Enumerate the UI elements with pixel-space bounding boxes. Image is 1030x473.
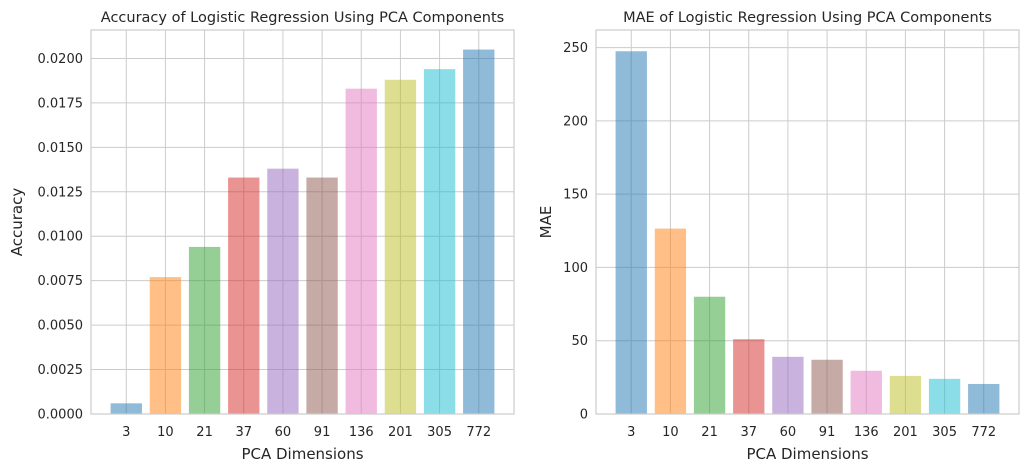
bar-136 bbox=[345, 88, 377, 415]
x-axis-label: PCA Dimensions bbox=[746, 445, 868, 463]
bar-136 bbox=[850, 370, 882, 414]
y-tick-label: 200 bbox=[563, 114, 588, 129]
bar-3 bbox=[615, 51, 647, 415]
y-tick-label: 0.0050 bbox=[38, 319, 84, 334]
y-tick-label: 250 bbox=[563, 41, 588, 56]
chart-title: Accuracy of Logistic Regression Using PC… bbox=[101, 10, 504, 26]
y-tick-label: 0.0200 bbox=[38, 52, 84, 67]
bar-3 bbox=[110, 403, 142, 414]
bar-37 bbox=[228, 177, 260, 414]
bar-91 bbox=[306, 177, 338, 414]
x-tick-label: 772 bbox=[466, 425, 491, 440]
x-tick-label: 136 bbox=[349, 425, 374, 440]
bar-21 bbox=[693, 296, 726, 414]
bar-772 bbox=[968, 383, 1000, 414]
y-tick-label: 0.0150 bbox=[38, 141, 84, 156]
x-tick-label: 772 bbox=[971, 425, 996, 440]
x-tick-label: 3 bbox=[122, 425, 130, 440]
x-tick-label: 136 bbox=[854, 425, 879, 440]
bar-60 bbox=[772, 356, 804, 414]
y-tick-label: 50 bbox=[571, 334, 588, 349]
bar-305 bbox=[423, 69, 456, 414]
x-tick-label: 10 bbox=[157, 425, 174, 440]
x-tick-label: 201 bbox=[893, 425, 918, 440]
x-tick-label: 60 bbox=[275, 425, 292, 440]
x-axis-label: PCA Dimensions bbox=[241, 445, 363, 463]
mae-chart: 0 50 100 150 200 250 3 10 21 37 60 91 136 201 305 772 MA… bbox=[537, 10, 1020, 463]
x-tick-label: 37 bbox=[235, 425, 252, 440]
x-tick-label: 305 bbox=[427, 425, 452, 440]
bar-21 bbox=[188, 246, 221, 414]
bar-201 bbox=[889, 375, 922, 414]
bar-10 bbox=[654, 228, 687, 414]
y-tick-label: 0.0100 bbox=[38, 230, 84, 245]
y-tick-label: 0 bbox=[580, 408, 588, 423]
x-tick-label: 10 bbox=[662, 425, 679, 440]
y-tick-label: 0.0000 bbox=[38, 408, 84, 423]
x-tick-label: 91 bbox=[314, 425, 331, 440]
y-tick-label: 0.0125 bbox=[38, 185, 84, 200]
x-tick-label: 37 bbox=[740, 425, 757, 440]
x-tick-label: 305 bbox=[932, 425, 957, 440]
bar-60 bbox=[267, 168, 299, 414]
x-tick-label: 60 bbox=[780, 425, 797, 440]
x-tick-label: 91 bbox=[819, 425, 836, 440]
accuracy-chart: 0.0000 0.0025 0.0050 0.0075 0.0100 0.0125 0.01… bbox=[8, 10, 515, 463]
y-tick-label: 0.0075 bbox=[38, 274, 84, 289]
bar-305 bbox=[928, 378, 961, 414]
bar-772 bbox=[463, 49, 495, 415]
plot-frame bbox=[595, 29, 1020, 415]
chart-title: MAE of Logistic Regression Using PCA Com… bbox=[623, 10, 992, 26]
x-tick-label: 3 bbox=[627, 425, 635, 440]
plot-frame bbox=[90, 29, 515, 415]
y-tick-label: 0.0025 bbox=[38, 363, 84, 378]
x-tick-label: 21 bbox=[196, 425, 213, 440]
y-tick-label: 150 bbox=[563, 188, 588, 203]
x-tick-label: 201 bbox=[388, 425, 413, 440]
y-axis-label: Accuracy bbox=[8, 188, 26, 257]
bar-201 bbox=[384, 79, 417, 415]
y-axis-label: MAE bbox=[537, 206, 555, 239]
x-tick-label: 21 bbox=[701, 425, 718, 440]
y-tick-label: 0.0175 bbox=[38, 96, 84, 111]
bar-37 bbox=[733, 339, 765, 414]
bar-10 bbox=[149, 277, 182, 414]
bar-91 bbox=[811, 359, 843, 414]
y-tick-label: 100 bbox=[563, 261, 588, 276]
